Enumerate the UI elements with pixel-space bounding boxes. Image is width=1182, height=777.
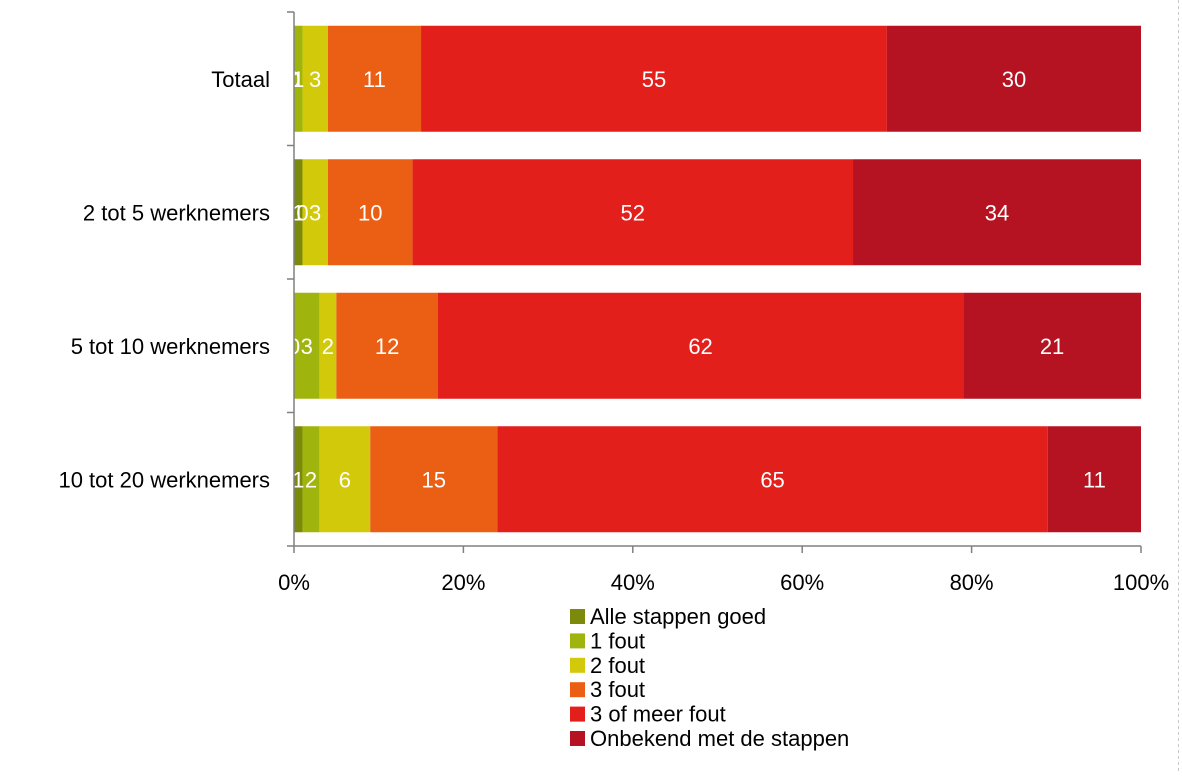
data-label: 1 bbox=[292, 467, 304, 492]
bar-segment[interactable] bbox=[1047, 426, 1141, 533]
legend-label: Alle stappen goed bbox=[590, 604, 766, 629]
x-tick-label: 100% bbox=[1113, 570, 1169, 595]
bar-segment[interactable] bbox=[302, 25, 328, 132]
bar-segment[interactable] bbox=[412, 159, 854, 266]
category-label: Totaal bbox=[211, 67, 270, 92]
x-tick-label: 40% bbox=[611, 570, 655, 595]
data-label: 21 bbox=[1040, 334, 1064, 359]
category-label: 10 tot 20 werknemers bbox=[58, 467, 270, 492]
legend-swatch bbox=[570, 706, 585, 722]
legend-swatch bbox=[570, 633, 585, 649]
data-label: 30 bbox=[1002, 67, 1026, 92]
data-label: 2 bbox=[322, 334, 334, 359]
bar-segment[interactable] bbox=[327, 159, 413, 266]
legend-label: 3 fout bbox=[590, 677, 645, 702]
data-label: 15 bbox=[422, 467, 446, 492]
bar-segment[interactable] bbox=[370, 426, 498, 533]
bar-segment[interactable] bbox=[853, 159, 1141, 266]
data-label: 3 bbox=[301, 334, 313, 359]
bar-segment[interactable] bbox=[319, 426, 371, 533]
data-label: 0 bbox=[296, 200, 308, 225]
legend-swatch bbox=[570, 682, 585, 698]
data-label: 3 bbox=[309, 67, 321, 92]
legend-label: Onbekend met de stappen bbox=[590, 726, 849, 751]
bar-segment[interactable] bbox=[421, 25, 887, 132]
bar-segment[interactable] bbox=[302, 426, 320, 533]
data-label: 1 bbox=[292, 200, 304, 225]
category-label: 5 tot 10 werknemers bbox=[71, 334, 270, 359]
data-label: 2 bbox=[305, 467, 317, 492]
bar-segment[interactable] bbox=[336, 292, 438, 399]
data-label: 62 bbox=[688, 334, 712, 359]
bar-segment[interactable] bbox=[319, 292, 337, 399]
data-label: 11 bbox=[363, 67, 386, 92]
category-label: 2 tot 5 werknemers bbox=[83, 200, 270, 225]
x-tick-label: 80% bbox=[950, 570, 994, 595]
x-tick-label: 20% bbox=[441, 570, 485, 595]
bar-segment[interactable] bbox=[294, 159, 303, 266]
bar-segment[interactable] bbox=[437, 292, 964, 399]
data-label: 55 bbox=[642, 67, 666, 92]
legend-label: 3 of meer fout bbox=[590, 702, 726, 727]
bar-segment[interactable] bbox=[294, 25, 303, 132]
data-label: 12 bbox=[375, 334, 399, 359]
bar-segment[interactable] bbox=[327, 25, 422, 132]
data-label: 3 bbox=[309, 200, 321, 225]
bar-segment[interactable] bbox=[886, 25, 1141, 132]
legend-swatch bbox=[570, 657, 585, 673]
data-label: 65 bbox=[760, 467, 784, 492]
x-tick-label: 60% bbox=[780, 570, 824, 595]
bar-segment[interactable] bbox=[294, 292, 320, 399]
bar-segment[interactable] bbox=[294, 426, 303, 533]
data-label: 10 bbox=[358, 200, 382, 225]
bar-segment[interactable] bbox=[963, 292, 1141, 399]
data-label: 52 bbox=[621, 200, 645, 225]
bar-segment[interactable] bbox=[497, 426, 1048, 533]
x-tick-label: 0% bbox=[278, 570, 310, 595]
data-label: 6 bbox=[339, 467, 351, 492]
bar-segment[interactable] bbox=[302, 159, 328, 266]
legend-label: 2 fout bbox=[590, 653, 645, 678]
legend-swatch bbox=[570, 609, 585, 624]
legend-swatch bbox=[570, 731, 585, 746]
data-label: 11 bbox=[1083, 467, 1106, 492]
legend-label: 1 fout bbox=[590, 628, 645, 653]
data-label: 34 bbox=[985, 200, 1009, 225]
data-label: 1 bbox=[292, 67, 304, 92]
